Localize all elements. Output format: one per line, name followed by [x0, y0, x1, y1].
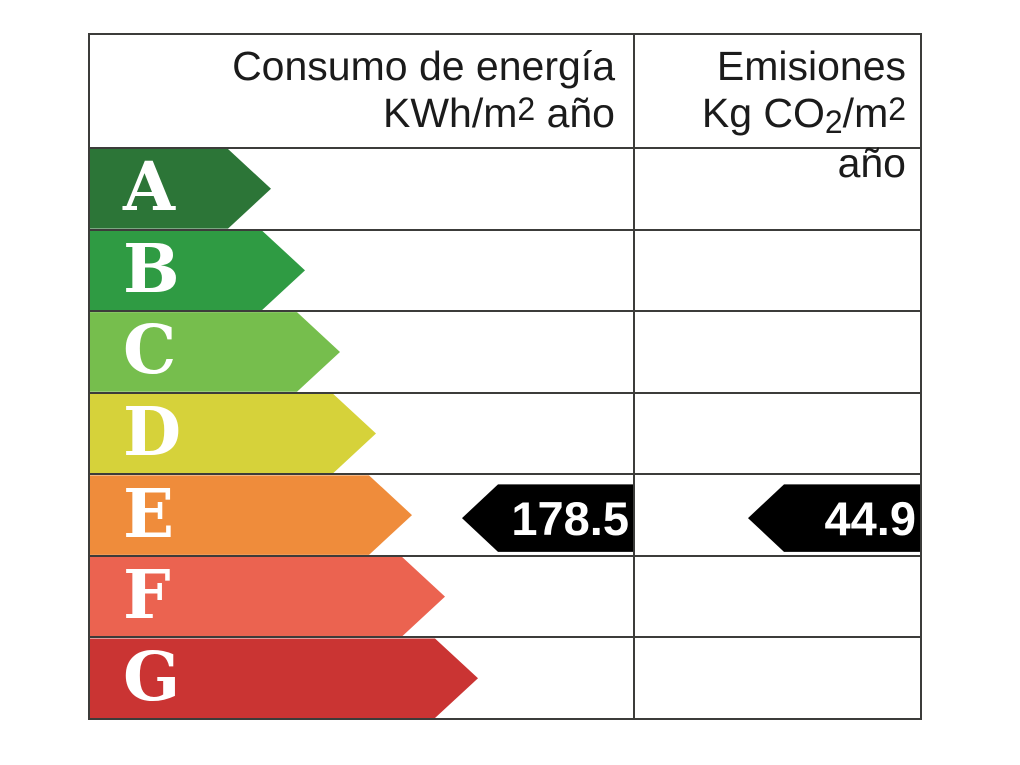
rating-letter-b: B: [123, 228, 180, 308]
rating-letter-a: A: [123, 147, 175, 227]
consumo-value: 178.5: [511, 491, 629, 545]
rating-arrow-d: D: [90, 394, 376, 474]
emisiones-value: 44.9: [824, 491, 916, 545]
rating-row-g: G: [90, 638, 920, 718]
emisiones-title: Emisiones: [716, 43, 906, 89]
rating-rows: A B C D E: [90, 149, 920, 718]
table-header: Consumo de energía KWh/m2 año Emisiones …: [90, 35, 920, 186]
header-emisiones: Emisiones Kg CO2/m2 año: [633, 35, 920, 186]
rating-row-a: A: [90, 149, 920, 231]
rating-row-f: F: [90, 557, 920, 639]
rating-arrow-f: F: [90, 557, 445, 637]
rating-letter-c: C: [123, 310, 177, 390]
header-consumo: Consumo de energía KWh/m2 año: [90, 35, 633, 147]
rating-arrow-b: B: [90, 231, 305, 311]
rating-row-e: E 178.5 44.9: [90, 475, 920, 557]
energy-rating-table: Consumo de energía KWh/m2 año Emisiones …: [88, 33, 922, 720]
rating-arrow-a: A: [90, 149, 271, 229]
rating-row-c: C: [90, 312, 920, 394]
rating-letter-g: G: [123, 636, 181, 716]
emisiones-unit: Kg CO2/m2 año: [701, 90, 906, 186]
rating-row-d: D: [90, 394, 920, 476]
emisiones-value-arrow: 44.9: [748, 484, 920, 552]
consumo-title: Consumo de energía: [232, 43, 615, 89]
rating-arrow-c: C: [90, 312, 340, 392]
rating-arrow-g: G: [90, 638, 478, 718]
consumo-unit: KWh/m2 año: [383, 90, 615, 136]
rating-letter-d: D: [123, 392, 182, 472]
emisiones-unit-sup: 2: [888, 90, 906, 127]
emisiones-unit-sub: 2: [824, 103, 843, 140]
rating-letter-e: E: [123, 473, 175, 553]
consumo-unit-sup: 2: [517, 90, 536, 127]
rating-arrow-e: E: [90, 475, 412, 555]
rating-letter-f: F: [123, 555, 171, 635]
column-divider-line: [633, 35, 635, 718]
rating-row-b: B: [90, 231, 920, 313]
consumo-value-arrow: 178.5: [462, 484, 633, 552]
